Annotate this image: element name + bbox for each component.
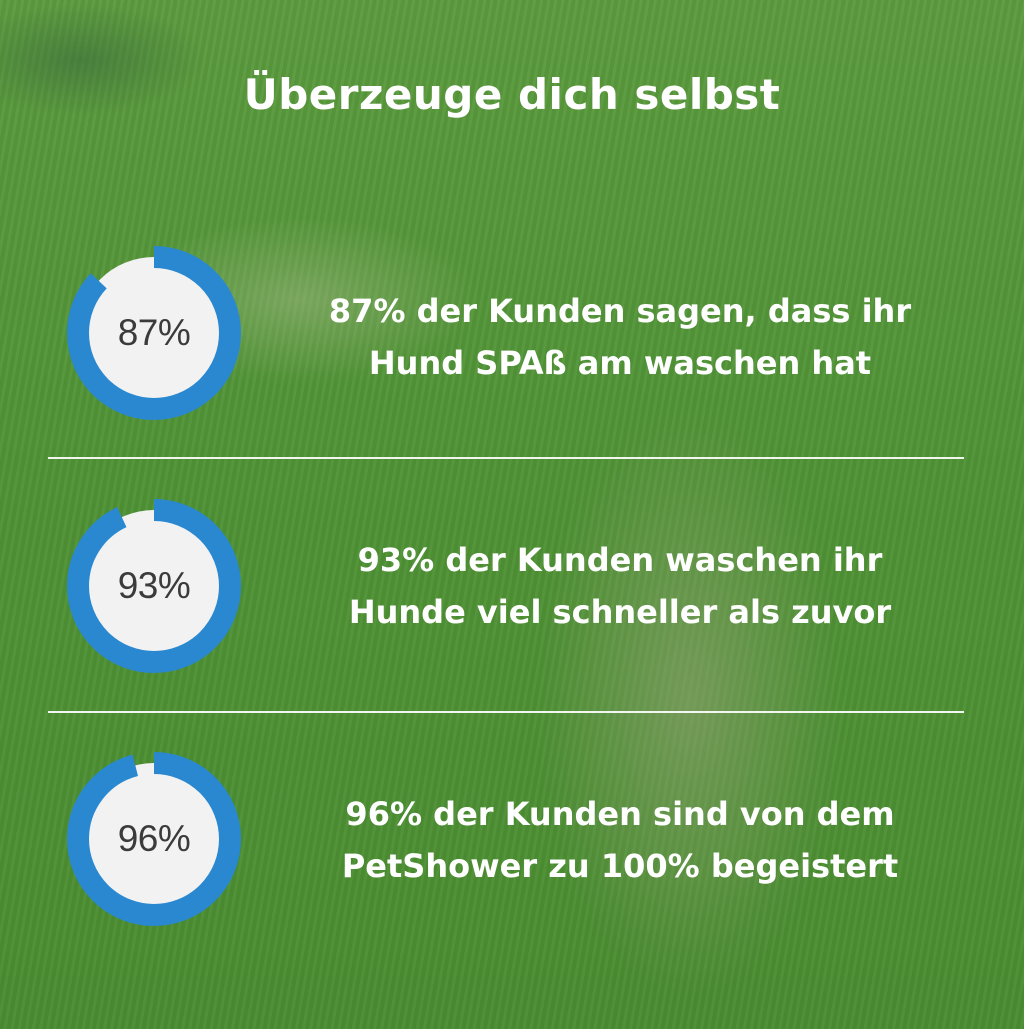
progress-ring: 96% <box>66 751 242 927</box>
stat-row: 96% 96% der Kunden sind von dem PetShowe… <box>0 751 1024 931</box>
progress-ring-arc <box>67 499 241 673</box>
stat-line: Hunde viel schneller als zuvor <box>348 593 892 631</box>
stat-description: 93% der Kunden waschen ihr Hunde viel sc… <box>290 534 950 638</box>
stat-percentage: 96% <box>117 818 191 859</box>
stat-line: 87% der Kunden sagen, dass ihr <box>328 292 912 330</box>
progress-ring-arc <box>67 246 241 420</box>
stat-description: 87% der Kunden sagen, dass ihr Hund SPAß… <box>290 285 950 389</box>
divider <box>48 457 964 459</box>
divider <box>48 711 964 713</box>
page-title: Überzeuge dich selbst <box>243 70 781 119</box>
progress-ring: 87% <box>66 245 242 421</box>
stat-percentage: 87% <box>117 312 191 353</box>
stat-line: PetShower zu 100% begeistert <box>341 847 899 885</box>
stat-line: 93% der Kunden waschen ihr <box>357 541 883 579</box>
stat-line: Hund SPAß am waschen hat <box>368 344 872 382</box>
stat-line: 96% der Kunden sind von dem <box>345 795 895 833</box>
progress-ring-arc <box>67 752 241 926</box>
stat-row: 87% 87% der Kunden sagen, dass ihr Hund … <box>0 245 1024 425</box>
stat-row: 93% 93% der Kunden waschen ihr Hunde vie… <box>0 498 1024 678</box>
stat-description: 96% der Kunden sind von dem PetShower zu… <box>290 788 950 892</box>
stat-percentage: 93% <box>117 565 191 606</box>
progress-ring: 93% <box>66 498 242 674</box>
